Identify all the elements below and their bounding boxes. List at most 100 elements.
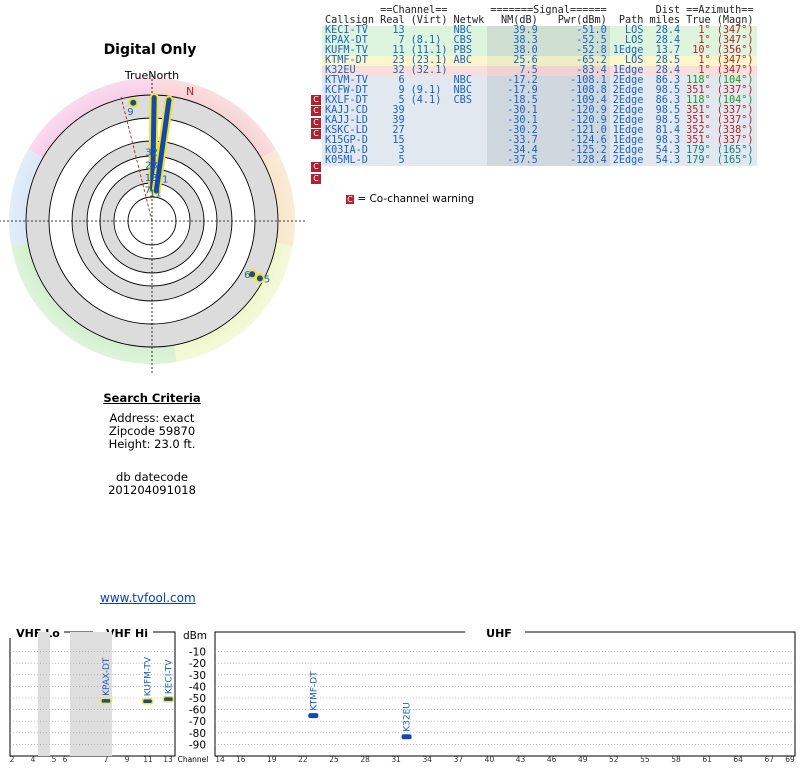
signal-group-header: =======Signal====== [490,5,607,16]
cell-nm: 38.0 [487,45,541,56]
cell-magn: (356°) [713,45,757,56]
table-header: Callsign Real (Virt) Netwk NM(dB) Pwr(dB… [322,15,757,26]
cell-net: NBC [450,25,488,36]
cell-path: 1Edge [609,65,647,76]
cell-pwr: -52.5 [540,35,610,46]
cell-call: K03IA-D [322,145,378,156]
x-tick-label: 25 [329,755,339,764]
cell-miles: 86.3 [646,75,684,86]
table-row: KXLF-DT 5 (4.1) CBS -18.5 -109.4 2Edge 86.3 118°… [322,95,757,106]
criteria-address: Address: exact [109,411,195,425]
col-true: True [686,15,711,26]
cell-miles: 98.5 [646,105,684,116]
cell-true: 1° [683,35,714,46]
x-tick-label: 7 [104,755,109,764]
cell-net [450,136,488,146]
table-row: KUFM-TV 11 (11.1) PBS 38.0 -52.8 1Edge 13.7 10°(… [322,45,757,56]
y-tick-label: -60 [189,705,206,717]
col-path: Path [618,15,644,26]
db-datecode-label: db datecode [116,470,188,484]
station-marker-label: 32 [145,148,158,159]
cell-miles: 28.4 [646,65,684,76]
cell-virt: (9.1) [407,85,451,96]
cell-call: K15GP-D [322,135,378,146]
col-nm: NM(dB) [501,15,538,26]
cell-call: KAJJ-CD [322,105,378,116]
station-marker-label: 5 [264,274,270,285]
cell-nm: -30.2 [487,125,541,136]
cell-real: 11 [377,45,408,56]
cell-virt: (23.1) [407,55,451,66]
cell-call: KXLF-DT [322,95,378,106]
magnetic-north-line [120,96,153,222]
x-tick-label: 5 [52,755,57,764]
y-tick-label: -10 [189,647,206,659]
cell-path: 2Edge [609,115,647,126]
cell-real: 15 [377,135,408,146]
station-marker-label: 9 [127,107,133,118]
cell-magn: (337°) [713,115,757,126]
table-group-header: ==Channel== =======Signal====== Dist ==A… [322,5,757,16]
search-criteria: Search Criteria Address: exact Zipcode 5… [60,392,244,497]
cell-nm: -30.1 [487,105,541,116]
cell-nm: -17.2 [487,75,541,86]
cell-path: 2Edge [609,145,647,156]
x-tick-label: 43 [516,755,526,764]
station-signal-mark [100,697,112,705]
station-signal-label: KTMF-DT [309,671,319,711]
cell-real: 39 [377,115,408,126]
cell-miles: 98.3 [646,135,684,146]
station-signal-mark [141,697,154,705]
cell-path: 2Edge [609,155,647,166]
cell-virt [407,116,451,126]
cell-pwr: -109.4 [540,95,610,106]
cell-magn: (347°) [713,35,757,46]
gap-band [38,632,50,756]
station-marker [247,269,258,280]
x-tick-label: 64 [733,755,743,764]
col-netwk: Netwk [453,15,485,26]
cell-net [450,126,488,136]
cell-call: K05ML-D [322,155,378,166]
cell-true: 351° [683,135,714,146]
tvfool-link[interactable]: www.tvfool.com [100,591,196,605]
cochannel-warning-icon: C [311,95,321,106]
cell-pwr: -83.4 [540,65,610,76]
cell-true: 351° [683,85,714,96]
x-tick-label: 22 [298,755,308,764]
cell-real: 7 [377,35,408,46]
cell-miles: 98.5 [646,115,684,126]
band-label-bg [93,627,153,638]
cell-path: LOS [609,55,647,66]
cell-magn: (165°) [713,145,757,156]
station-bearing-bar [153,97,172,194]
col-real: Real [380,15,405,26]
cell-real: 5 [377,155,408,166]
dist-group-header: Dist [655,5,681,16]
col-pwr: Pwr(dBm) [557,15,607,26]
cell-true: 1° [683,55,714,66]
band-label-bg [4,627,64,638]
x-tick-label: 2 [10,755,15,764]
x-tick-label: 19 [267,755,277,764]
azimuth-group-header: ==Azimuth== [686,5,754,16]
cell-net [450,156,488,166]
cell-virt [407,106,451,116]
x-tick-label: 16 [236,755,246,764]
x-axis-label: Channel [178,755,209,764]
band-frame [214,631,796,757]
cell-true: 179° [683,155,714,166]
x-tick-label: 4 [31,755,36,764]
cell-virt: (4.1) [407,95,451,106]
y-tick-label: -40 [189,681,206,693]
station-marker-label: 23 [145,160,158,171]
cell-nm: 25.6 [487,55,541,66]
cell-call: KTMF-DT [322,55,378,66]
x-tick-label: 14 [215,755,225,764]
station-signal-label: KECI-TV [164,659,174,694]
cell-net: NBC [450,75,488,86]
cell-path: 1Edge [609,135,647,146]
cell-pwr: -51.0 [540,25,610,36]
cell-true: 1° [683,25,714,36]
